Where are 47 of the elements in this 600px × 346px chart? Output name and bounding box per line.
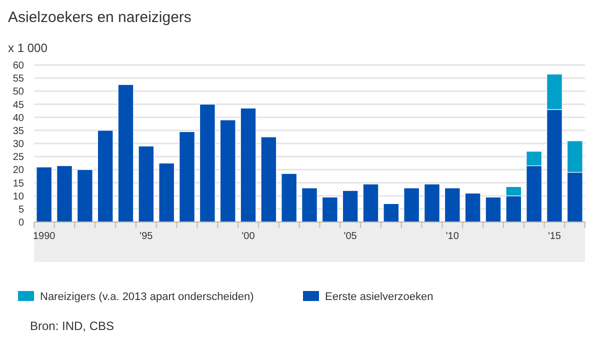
legend-label: Eerste asielverzoeken bbox=[325, 291, 434, 303]
bar bbox=[158, 162, 175, 222]
bar bbox=[383, 203, 400, 222]
bar bbox=[199, 104, 216, 222]
y-tick-label: 20 bbox=[12, 165, 24, 176]
y-tick-label: 60 bbox=[12, 60, 24, 72]
bar bbox=[179, 131, 195, 222]
text: Bron: IND, CBS bbox=[30, 319, 114, 333]
bar bbox=[76, 169, 93, 222]
y-tick-label: 50 bbox=[12, 86, 24, 98]
bar bbox=[424, 184, 440, 222]
y-tick-label: 35 bbox=[12, 126, 24, 137]
bar bbox=[118, 84, 134, 222]
y-tick-label: 15 bbox=[12, 178, 24, 190]
y-tick-label: 5 bbox=[18, 204, 24, 216]
chart-title: Asielzoekers en nareizigers bbox=[8, 9, 192, 26]
bar bbox=[260, 136, 277, 222]
bar bbox=[302, 188, 318, 222]
y-tick-label: 0 bbox=[18, 218, 24, 228]
x-tick-label: '05 bbox=[344, 231, 358, 242]
y-axis-title: x 1 000 bbox=[8, 41, 48, 55]
x-tick-label: '95 bbox=[140, 231, 154, 242]
bar bbox=[362, 184, 379, 222]
y-tick-label: 40 bbox=[12, 112, 24, 124]
bar bbox=[464, 192, 481, 222]
bar bbox=[444, 188, 460, 222]
bar bbox=[281, 173, 298, 222]
bar bbox=[485, 196, 502, 222]
x-tick-label: '10 bbox=[446, 231, 460, 242]
bar bbox=[56, 165, 72, 222]
y-tick-label: 55 bbox=[12, 74, 24, 85]
bar bbox=[36, 166, 52, 222]
bar bbox=[97, 130, 114, 222]
bar bbox=[138, 146, 154, 222]
bar bbox=[240, 108, 256, 222]
x-tick-label: 1990 bbox=[32, 231, 56, 242]
y-tick-label: 30 bbox=[12, 139, 24, 150]
y-tick-label: 45 bbox=[12, 100, 24, 111]
x-tick-label: '00 bbox=[242, 231, 256, 242]
bar bbox=[322, 196, 338, 222]
bar bbox=[220, 120, 236, 222]
y-tick-label: 25 bbox=[12, 152, 24, 164]
legend-label: Nareizigers (v.a. 2013 apart onderscheiden) bbox=[40, 291, 254, 303]
bar bbox=[404, 188, 420, 222]
bar bbox=[342, 190, 358, 222]
y-tick-label: 10 bbox=[12, 191, 24, 202]
x-tick-label: '15 bbox=[548, 231, 562, 242]
